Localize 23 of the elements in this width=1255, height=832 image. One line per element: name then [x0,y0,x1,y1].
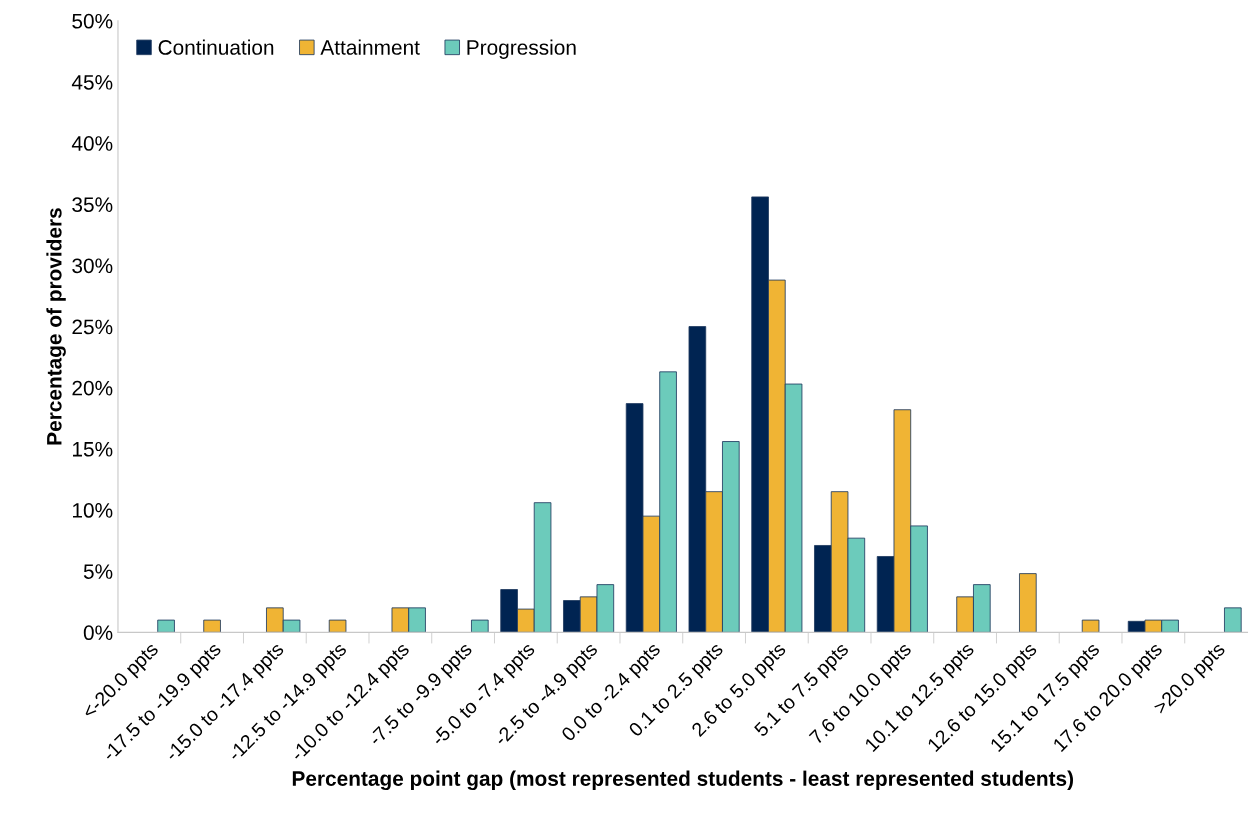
bar [157,619,175,633]
y-tick-label: 40% [71,136,113,151]
y-tick-label: 20% [72,380,113,396]
bar [1019,573,1037,633]
y-tick-label: 5% [83,564,113,579]
y-tick-label: 35% [72,197,113,213]
bar [1081,619,1100,633]
y-tick-label: 15% [73,441,113,457]
y-tick-label: 30% [72,258,113,274]
bar [328,619,347,633]
y-tick-label: 25% [72,319,113,335]
bar [1224,607,1242,633]
y-tick-label: 45% [71,75,113,90]
legend-label: Attainment [320,39,420,55]
y-tick-label: 50% [72,13,113,29]
x-axis-title: Percentage point gap (most represented students - least represented students) [292,770,1074,791]
legend-label: Progression [467,39,576,59]
y-tick-label: 10% [73,503,113,518]
y-tick-label: 0% [83,625,113,641]
y-axis-title: Percentage of providers [46,208,66,445]
legend-label: Continuation [158,39,274,55]
bar [203,619,221,633]
bar [471,619,489,633]
